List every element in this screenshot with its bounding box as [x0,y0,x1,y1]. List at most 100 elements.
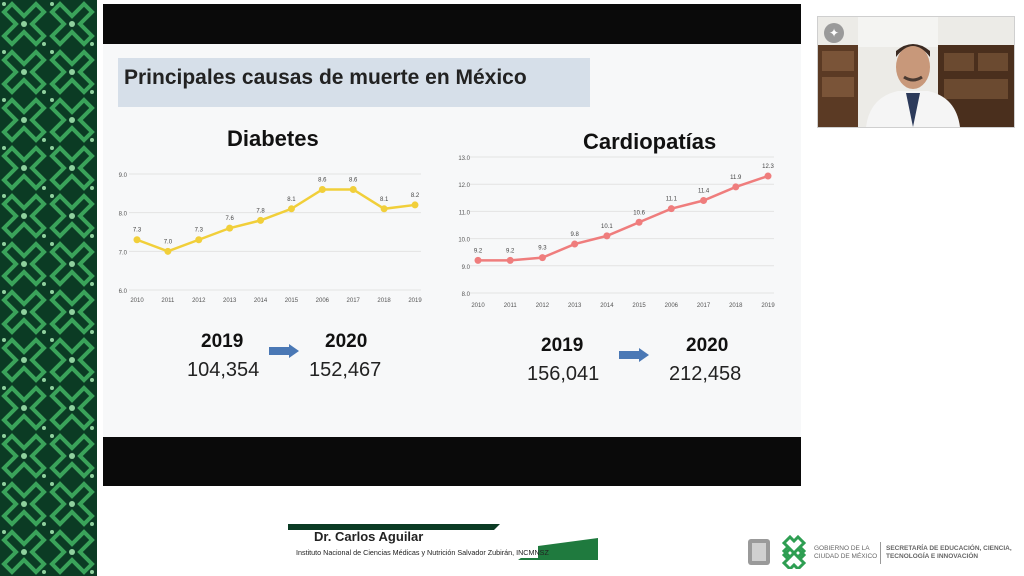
data-label: 8.2 [411,193,420,199]
data-point [318,185,326,193]
data-label: 11.4 [698,189,710,195]
x-tick-label: 2012 [192,298,206,304]
series-line [136,188,416,253]
x-tick-label: 2010 [471,303,485,309]
slide-title: Principales causas de muerte en México [124,66,527,89]
sec-logo-line1: SECRETARÍA DE EDUCACIÓN, CIENCIA, [886,545,1012,552]
diabetes-from-value: 104,354 [187,359,260,381]
banner-shape [288,524,598,560]
cdmx-logo-icon [781,535,807,569]
x-tick-label: 2019 [408,298,422,304]
cardio-chart-title: Cardiopatías [583,129,717,154]
data-label: 8.6 [349,177,358,183]
data-label: 11.1 [666,197,678,203]
x-tick-label: 2006 [316,298,330,304]
data-point [603,232,611,240]
x-tick-label: 2015 [285,298,299,304]
data-label: 10.6 [633,210,645,216]
x-tick-label: 2018 [377,298,391,304]
pin-icon[interactable]: ✦ [824,23,844,43]
x-tick-label: 2006 [665,303,679,309]
data-point [474,256,482,264]
data-point [411,201,419,209]
arrow-right-icon [619,348,649,362]
data-label: 8.1 [287,197,296,203]
diabetes-from-year: 2019 [201,331,244,352]
data-label: 7.8 [256,208,265,214]
gov-logo-line1: GOBIERNO DE LA [814,545,870,552]
x-tick-label: 2018 [729,303,743,309]
y-tick-label: 11.0 [459,210,471,216]
diabetes-line-chart: 6.0 7.0 8.0 9.0 7.3 2010 7.0 2011 7.3 2012 7.6 2013… [119,173,423,304]
y-tick-label: 9.0 [119,173,128,179]
coat-of-arms-icon [748,539,770,565]
cardio-to-year: 2020 [686,335,729,356]
data-label: 9.2 [474,248,483,254]
y-tick-label: 10.0 [458,238,470,244]
cardio-from-value: 156,041 [527,363,600,385]
x-tick-label: 2010 [130,298,144,304]
data-point [571,240,579,248]
diabetes-to-year: 2020 [325,331,368,352]
x-tick-label: 2017 [697,303,711,309]
decorative-pattern-strip [0,0,97,576]
data-point [195,236,203,244]
data-point [700,197,708,205]
speaker-name: Dr. Carlos Aguilar [314,529,424,544]
y-tick-label: 12.0 [458,183,470,189]
data-point [635,218,643,226]
data-label: 7.3 [133,228,142,234]
participant-video-feed [818,17,1014,127]
data-label: 9.2 [506,248,515,254]
data-point [380,205,388,213]
y-tick-label: 13.0 [458,156,470,162]
cardio-line-chart: 8.0 9.0 10.0 11.0 12.0 13.0 9.2 2010 9.2 2011 9.3 2… [458,156,775,309]
y-tick-label: 7.0 [119,250,128,256]
data-label: 9.3 [538,246,547,252]
data-label: 7.6 [225,216,234,222]
y-tick-label: 8.0 [462,292,471,298]
data-label: 8.6 [318,177,327,183]
data-point [667,205,675,213]
data-point [287,205,295,213]
data-label: 7.3 [195,228,204,234]
logo-divider [880,542,881,564]
data-label: 12.3 [762,164,774,170]
cardio-from-year: 2019 [541,335,584,356]
data-point [133,236,141,244]
y-tick-label: 6.0 [119,289,128,295]
government-logos: GOBIERNO DE LA CIUDAD DE MÉXICO SECRETAR… [746,534,1024,572]
x-tick-label: 2013 [223,298,237,304]
data-point [349,185,357,193]
y-tick-label: 8.0 [119,212,128,218]
x-tick-label: 2017 [347,298,361,304]
speaker-institution: Instituto Nacional de Ciencias Médicas y… [296,548,549,557]
data-point [732,183,740,191]
x-tick-label: 2015 [632,303,646,309]
gov-logo-line2: CIUDAD DE MÉXICO [814,553,878,560]
data-label: 7.0 [164,239,173,245]
diabetes-to-value: 152,467 [309,359,382,381]
x-tick-label: 2011 [161,298,175,304]
data-label: 11.9 [730,175,742,181]
data-point [538,254,546,262]
x-tick-label: 2013 [568,303,582,309]
data-label: 8.1 [380,197,389,203]
cardio-to-value: 212,458 [669,363,742,385]
data-label: 9.8 [570,232,579,238]
participant-video-tile[interactable]: ✦ [817,16,1015,128]
data-point [257,216,265,224]
data-point [164,247,172,255]
x-tick-label: 2011 [504,303,518,309]
x-tick-label: 2019 [761,303,775,309]
y-tick-label: 9.0 [462,265,471,271]
slide-title-box: Principales causas de muerte en México [118,58,590,107]
speaker-banner: Dr. Carlos Aguilar Instituto Nacional de… [288,522,598,560]
data-point [764,172,772,180]
sec-logo-line2: TECNOLOGÍA E INNOVACIÓN [886,553,979,560]
x-tick-label: 2014 [254,298,268,304]
presentation-slide: Principales causas de muerte en México D… [103,44,801,437]
data-label: 10.1 [601,224,613,230]
x-tick-label: 2014 [600,303,614,309]
diabetes-chart-title: Diabetes [227,126,319,151]
